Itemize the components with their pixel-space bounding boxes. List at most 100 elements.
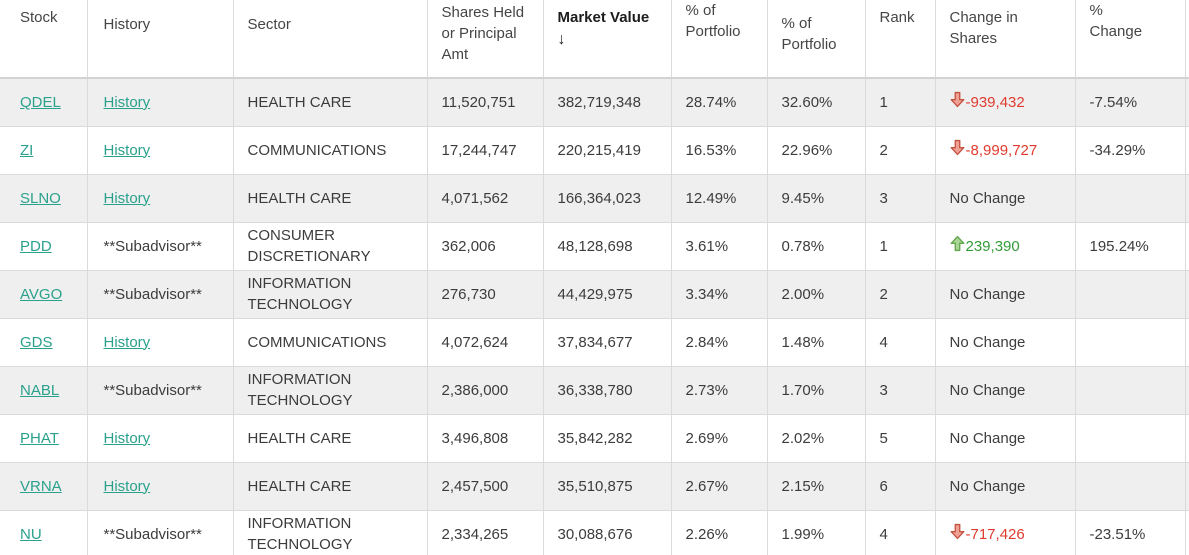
stock-link[interactable]: ZI: [20, 141, 34, 159]
col-header-stock-label: Stock: [20, 9, 58, 26]
no-change-label: No Change: [949, 429, 1026, 447]
pct-portfolio-2-cell: 2.02%: [766, 413, 866, 463]
col-header-sector[interactable]: Sector: [232, 0, 428, 79]
table-row: NU **Subadvisor** INFORMATION TECHNOLOGY 2,…: [0, 509, 1189, 555]
spacer-cell: [1184, 365, 1189, 415]
col-header-stock[interactable]: Stock: [0, 0, 88, 79]
stock-link[interactable]: VRNA: [20, 477, 62, 495]
market-value-cell: 48,128,698: [542, 221, 672, 271]
sector-cell: INFORMATION TECHNOLOGY: [232, 269, 428, 319]
stock-link[interactable]: PHAT: [20, 429, 59, 447]
shares-held-cell: 2,334,265: [426, 509, 544, 555]
stock-link[interactable]: GDS: [20, 333, 53, 351]
history-cell: History: [86, 461, 234, 511]
change-in-shares-cell: -939,432: [934, 77, 1076, 127]
stock-link[interactable]: PDD: [20, 237, 52, 255]
spacer-cell: [1184, 221, 1189, 271]
sector-cell: COMMUNICATIONS: [232, 125, 428, 175]
change-value: -8,999,727: [965, 141, 1038, 159]
stock-cell: VRNA: [0, 461, 88, 511]
stock-link[interactable]: NABL: [20, 381, 60, 399]
history-link[interactable]: History: [103, 141, 151, 159]
sector-cell: HEALTH CARE: [232, 173, 428, 223]
market-value-cell: 35,510,875: [542, 461, 672, 511]
stock-cell: AVGO: [0, 269, 88, 319]
no-change-label: No Change: [949, 333, 1026, 351]
table-row: GDS History COMMUNICATIONS 4,072,624 37,834,…: [0, 317, 1189, 367]
stock-link[interactable]: AVGO: [20, 285, 63, 303]
subadvisor-label: **Subadvisor**: [103, 525, 202, 543]
stock-link[interactable]: QDEL: [20, 93, 61, 111]
change-value: 239,390: [965, 237, 1020, 255]
stock-cell: PDD: [0, 221, 88, 271]
subadvisor-label: **Subadvisor**: [103, 285, 202, 303]
table-row: ZI History COMMUNICATIONS 17,244,747 220,215…: [0, 125, 1189, 175]
history-cell: **Subadvisor**: [86, 221, 234, 271]
stock-cell: GDS: [0, 317, 88, 367]
pct-change-cell: [1074, 461, 1186, 511]
down-arrow-icon: [950, 139, 966, 156]
stock-cell: PHAT: [0, 413, 88, 463]
market-value-cell: 44,429,975: [542, 269, 672, 319]
col-header-pct-portfolio-2-label: % of Portfolio: [781, 15, 837, 53]
history-cell: **Subadvisor**: [86, 269, 234, 319]
table-row: PHAT History HEALTH CARE 3,496,808 35,842,28…: [0, 413, 1189, 463]
col-header-market-value[interactable]: Market Value ↓: [542, 0, 672, 79]
pct-change-cell: 195.24%: [1074, 221, 1186, 271]
history-link[interactable]: History: [103, 189, 151, 207]
col-header-history[interactable]: History: [86, 0, 234, 79]
pct-portfolio-2-cell: 22.96%: [766, 125, 866, 175]
stock-cell: SLNO: [0, 173, 88, 223]
col-header-pct-portfolio-1-label: % of Portfolio: [685, 2, 741, 40]
col-header-pct-portfolio-2[interactable]: % of Portfolio: [766, 0, 866, 79]
market-value-cell: 220,215,419: [542, 125, 672, 175]
pct-portfolio-cell: 2.84%: [670, 317, 768, 367]
header-row: Stock History Sector Shares Held or Prin…: [0, 0, 1189, 79]
pct-portfolio-cell: 16.53%: [670, 125, 768, 175]
pct-change-cell: [1074, 365, 1186, 415]
pct-portfolio-2-cell: 2.00%: [766, 269, 866, 319]
change-indicator: -717,426: [950, 523, 1071, 545]
table-row: AVGO **Subadvisor** INFORMATION TECHNOLOGY…: [0, 269, 1189, 319]
change-in-shares-cell: No Change: [934, 461, 1076, 511]
shares-held-cell: 3,496,808: [426, 413, 544, 463]
history-link[interactable]: History: [103, 93, 151, 111]
pct-portfolio-cell: 12.49%: [670, 173, 768, 223]
stock-link[interactable]: SLNO: [20, 189, 61, 207]
col-header-change-in-shares[interactable]: Change in Shares: [934, 0, 1076, 79]
col-header-change-in-shares-label: Change in Shares: [949, 9, 1018, 47]
rank-cell: 5: [864, 413, 936, 463]
col-header-shares-held[interactable]: Shares Held or Principal Amt: [426, 0, 544, 79]
history-link[interactable]: History: [103, 477, 151, 495]
col-header-pct-portfolio-1[interactable]: % of Portfolio: [670, 0, 768, 79]
rank-cell: 6: [864, 461, 936, 511]
sort-descending-icon: ↓: [557, 31, 566, 48]
change-indicator: 239,390: [950, 235, 1071, 257]
change-in-shares-cell: No Change: [934, 269, 1076, 319]
change-in-shares-cell: No Change: [934, 413, 1076, 463]
history-cell: History: [86, 125, 234, 175]
sector-cell: HEALTH CARE: [232, 461, 428, 511]
history-cell: History: [86, 413, 234, 463]
col-header-spacer: [1184, 0, 1189, 79]
col-header-pct-change-label: % Change: [1089, 2, 1143, 40]
no-change-label: No Change: [949, 477, 1026, 495]
pct-portfolio-2-cell: 9.45%: [766, 173, 866, 223]
col-header-pct-change[interactable]: % Change: [1074, 0, 1186, 79]
history-link[interactable]: History: [103, 429, 151, 447]
change-indicator: -939,432: [950, 91, 1071, 113]
spacer-cell: [1184, 269, 1189, 319]
spacer-cell: [1184, 461, 1189, 511]
stock-link[interactable]: NU: [20, 525, 42, 543]
down-arrow-icon: [950, 523, 966, 540]
subadvisor-label: **Subadvisor**: [103, 237, 202, 255]
table-row: SLNO History HEALTH CARE 4,071,562 166,364,0…: [0, 173, 1189, 223]
col-header-rank[interactable]: Rank: [864, 0, 936, 79]
no-change-label: No Change: [949, 285, 1026, 303]
no-change-label: No Change: [949, 189, 1026, 207]
history-link[interactable]: History: [103, 333, 151, 351]
pct-portfolio-2-cell: 1.99%: [766, 509, 866, 555]
spacer-cell: [1184, 77, 1189, 127]
shares-held-cell: 4,072,624: [426, 317, 544, 367]
sector-cell: HEALTH CARE: [232, 413, 428, 463]
